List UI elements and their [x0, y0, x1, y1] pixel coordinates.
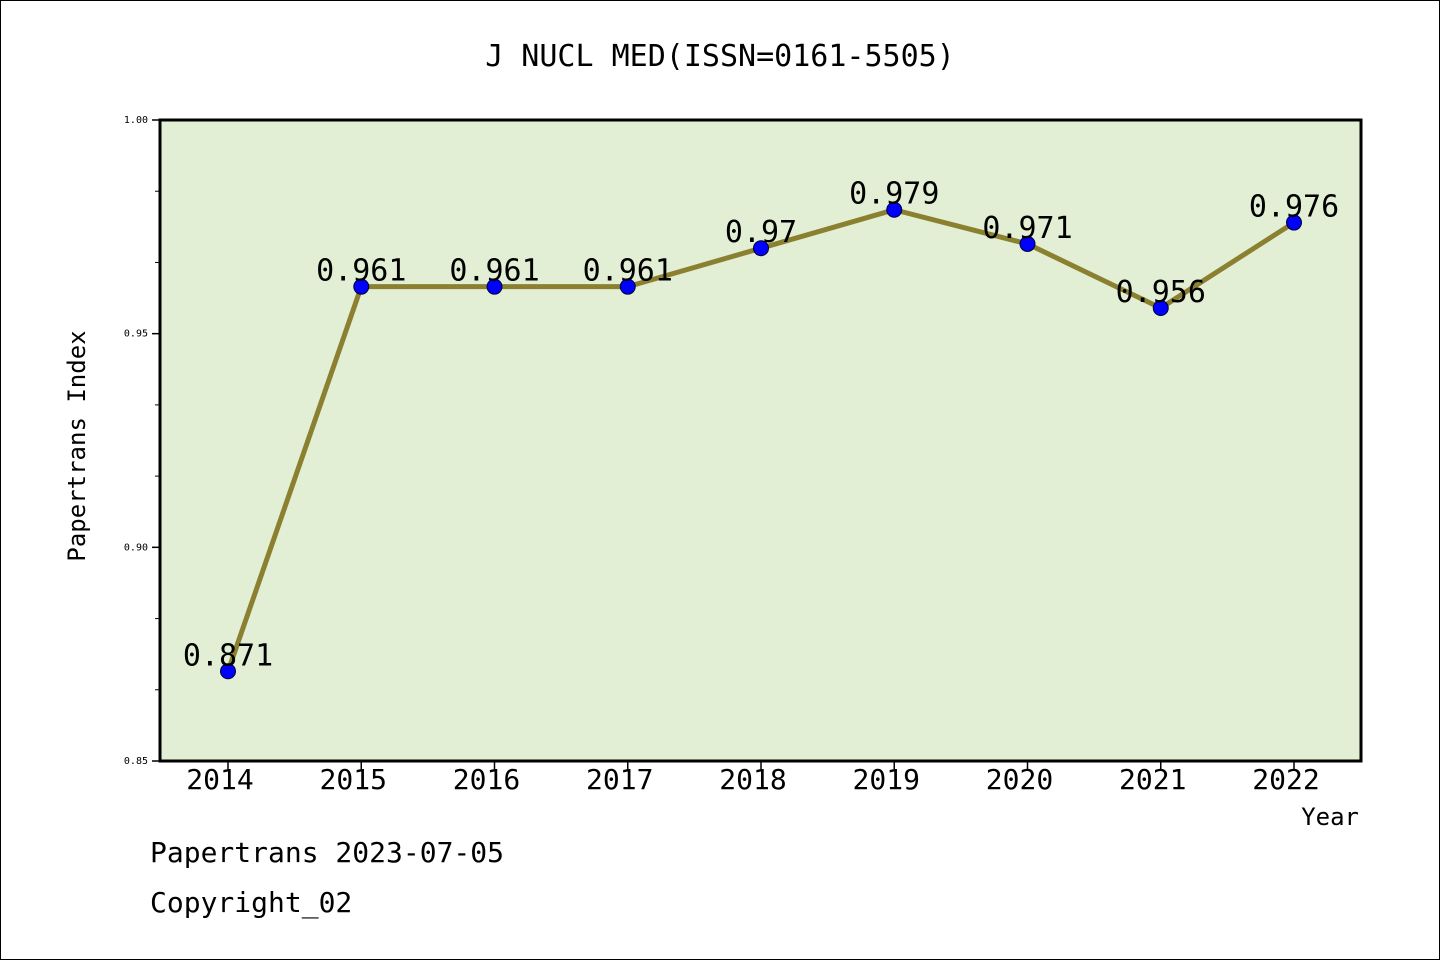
- data-point: [886, 201, 903, 218]
- x-tick-label: 2018: [719, 763, 786, 796]
- data-label: 0.971: [982, 211, 1072, 246]
- plot-area: [158, 118, 1363, 763]
- data-label: 0.961: [316, 254, 406, 289]
- x-tick-label: 2015: [320, 763, 387, 796]
- data-point: [619, 278, 636, 295]
- data-point: [353, 278, 370, 295]
- y-tick-label: 0.85: [124, 756, 148, 767]
- data-label: 0.979: [849, 177, 939, 212]
- data-point: [1019, 235, 1036, 252]
- data-label: 0.97: [725, 215, 797, 250]
- data-label: 0.961: [583, 254, 673, 289]
- x-axis-label: Year: [1301, 803, 1359, 831]
- data-point: [753, 240, 769, 257]
- x-tick-label: 2020: [986, 763, 1053, 796]
- data-label: 0.976: [1249, 190, 1339, 225]
- y-tick-label: 1.00: [124, 115, 148, 126]
- chart-title: J NUCL MED(ISSN=0161-5505): [485, 39, 955, 74]
- x-tick-label: 2014: [186, 763, 253, 796]
- y-axis-label: Papertrans Index: [63, 330, 91, 561]
- x-tick-label: 2019: [853, 763, 920, 796]
- y-tick-label: 0.90: [124, 542, 148, 553]
- x-tick-label: 2016: [453, 763, 520, 796]
- y-tick-label: 0.95: [124, 329, 148, 340]
- footer-copyright: Copyright_02: [150, 886, 353, 919]
- data-point: [1152, 300, 1169, 317]
- data-label: 0.871: [183, 638, 273, 673]
- data-point: [220, 663, 236, 680]
- x-tick-label: 2021: [1119, 763, 1186, 796]
- x-tick-label: 2022: [1252, 763, 1319, 796]
- data-point: [1286, 214, 1302, 231]
- data-point: [486, 278, 503, 295]
- x-tick-label: 2017: [586, 763, 653, 796]
- data-label: 0.956: [1116, 275, 1206, 310]
- data-label: 0.961: [449, 254, 539, 289]
- footer-date: Papertrans 2023-07-05: [150, 836, 505, 869]
